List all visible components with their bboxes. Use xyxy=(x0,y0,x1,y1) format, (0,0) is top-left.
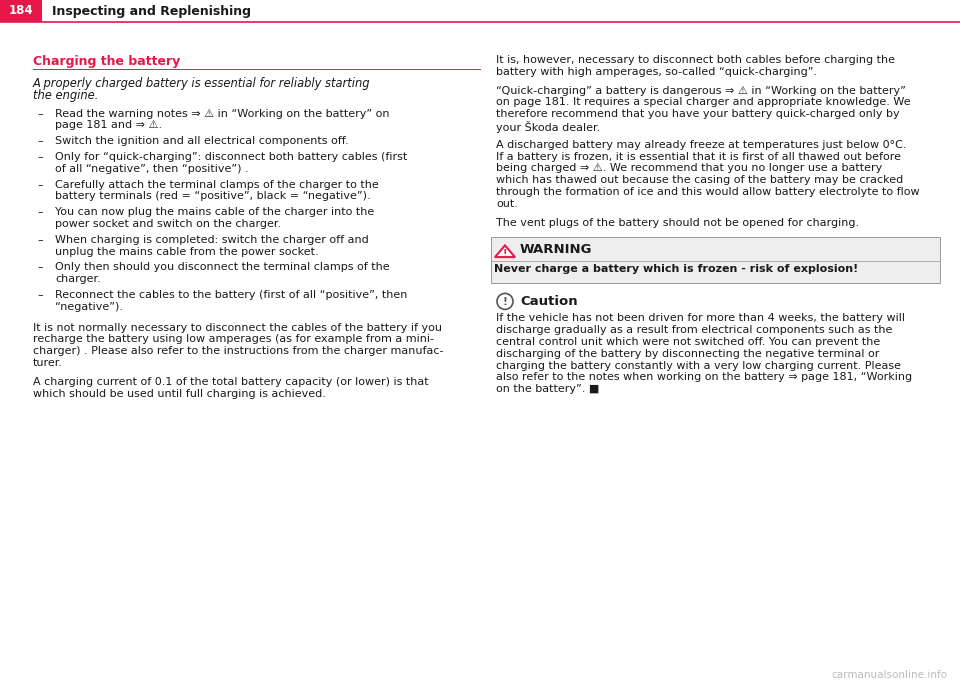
Text: which should be used until full charging is achieved.: which should be used until full charging… xyxy=(33,388,325,399)
Text: A properly charged battery is essential for reliably starting: A properly charged battery is essential … xyxy=(33,77,371,90)
Text: battery with high amperages, so-called “quick-charging”.: battery with high amperages, so-called “… xyxy=(496,67,817,77)
Text: –: – xyxy=(37,137,42,146)
Text: discharge gradually as a result from electrical components such as the: discharge gradually as a result from ele… xyxy=(496,325,893,335)
Text: Never charge a battery which is frozen - risk of explosion!: Never charge a battery which is frozen -… xyxy=(494,264,858,274)
Text: charger) . Please also refer to the instructions from the charger manufac-: charger) . Please also refer to the inst… xyxy=(33,346,444,356)
Text: through the formation of ice and this would allow battery electrolyte to flow: through the formation of ice and this wo… xyxy=(496,187,920,197)
Text: –: – xyxy=(37,108,42,119)
Text: unplug the mains cable from the power socket.: unplug the mains cable from the power so… xyxy=(55,246,319,257)
Text: Read the warning notes ⇒ ⚠ in “Working on the battery” on: Read the warning notes ⇒ ⚠ in “Working o… xyxy=(55,108,390,119)
Text: Charging the battery: Charging the battery xyxy=(33,55,180,68)
Text: A discharged battery may already freeze at temperatures just below 0°C.: A discharged battery may already freeze … xyxy=(496,140,906,150)
Text: It is, however, necessary to disconnect both cables before charging the: It is, however, necessary to disconnect … xyxy=(496,55,895,65)
Text: “negative”).: “negative”). xyxy=(55,302,123,312)
Text: battery terminals (red = “positive”, black = “negative”).: battery terminals (red = “positive”, bla… xyxy=(55,191,371,202)
Text: of all “negative”, then “positive”) .: of all “negative”, then “positive”) . xyxy=(55,164,249,174)
Text: The vent plugs of the battery should not be opened for charging.: The vent plugs of the battery should not… xyxy=(496,217,859,228)
Text: on page 181. It requires a special charger and appropriate knowledge. We: on page 181. It requires a special charg… xyxy=(496,97,911,108)
Text: also refer to the notes when working on the battery ⇒ page 181, “Working: also refer to the notes when working on … xyxy=(496,372,912,382)
Text: recharge the battery using low amperages (as for example from a ​mini-: recharge the battery using low amperages… xyxy=(33,334,434,344)
FancyBboxPatch shape xyxy=(491,237,940,283)
Text: –: – xyxy=(37,235,42,245)
Text: A charging current of 0.1 of the total battery capacity (or lower) is that: A charging current of 0.1 of the total b… xyxy=(33,377,428,387)
Text: Switch the ignition and all electrical components off.: Switch the ignition and all electrical c… xyxy=(55,137,348,146)
Text: Caution: Caution xyxy=(520,296,578,309)
Text: central control unit which were not switched off. You can prevent the: central control unit which were not swit… xyxy=(496,337,880,347)
Text: If the vehicle has not been driven for more than 4 weeks, the battery will: If the vehicle has not been driven for m… xyxy=(496,314,905,323)
Polygon shape xyxy=(495,246,515,257)
Text: charging the battery constantly with a very low charging current. Please: charging the battery constantly with a v… xyxy=(496,361,901,370)
Text: Only then should you disconnect the terminal clamps of the: Only then should you disconnect the term… xyxy=(55,263,390,272)
Text: !: ! xyxy=(503,298,508,307)
Text: “Quick-charging” a battery is dangerous ⇒ ⚠ in “Working on the battery”: “Quick-charging” a battery is dangerous … xyxy=(496,86,906,95)
Text: page 181 and ⇒ ⚠.: page 181 and ⇒ ⚠. xyxy=(55,121,162,130)
Text: therefore recommend that you have your battery quick-charged only by: therefore recommend that you have your b… xyxy=(496,109,900,119)
Text: your Škoda dealer.: your Škoda dealer. xyxy=(496,121,600,133)
Text: When charging is completed: switch the charger off and: When charging is completed: switch the c… xyxy=(55,235,369,245)
Text: –: – xyxy=(37,180,42,189)
Text: power socket and switch on the charger.: power socket and switch on the charger. xyxy=(55,219,281,229)
Text: Carefully attach the terminal clamps of the charger to the: Carefully attach the terminal clamps of … xyxy=(55,180,379,189)
Text: 184: 184 xyxy=(9,5,34,18)
Text: on the battery”. ■: on the battery”. ■ xyxy=(496,384,599,394)
Text: –: – xyxy=(37,263,42,272)
Text: being charged ⇒ ⚠. We recommend that you no longer use a battery: being charged ⇒ ⚠. We recommend that you… xyxy=(496,163,882,174)
Text: Reconnect the cables to the battery (first of all “positive”, then: Reconnect the cables to the battery (fir… xyxy=(55,290,407,300)
Text: Inspecting and Replenishing: Inspecting and Replenishing xyxy=(52,5,251,18)
Text: carmanualsonline.info: carmanualsonline.info xyxy=(832,670,948,680)
Text: charger.: charger. xyxy=(55,274,101,284)
Text: which has thawed out because the casing of the battery may be cracked: which has thawed out because the casing … xyxy=(496,175,903,185)
Text: –: – xyxy=(37,207,42,217)
FancyBboxPatch shape xyxy=(0,0,42,22)
Text: –: – xyxy=(37,290,42,300)
Text: Only for “quick-charging”: disconnect both battery cables (first: Only for “quick-charging”: disconnect bo… xyxy=(55,152,407,162)
Text: discharging of the battery by disconnecting the negative terminal or: discharging of the battery by disconnect… xyxy=(496,348,879,359)
Text: the engine.: the engine. xyxy=(33,88,98,102)
Text: out.: out. xyxy=(496,199,517,209)
Text: turer.: turer. xyxy=(33,358,63,368)
Text: WARNING: WARNING xyxy=(520,244,592,257)
Text: !: ! xyxy=(503,249,507,259)
Text: You can now plug the mains cable of the charger into the: You can now plug the mains cable of the … xyxy=(55,207,374,217)
Text: –: – xyxy=(37,152,42,162)
Text: It is not normally necessary to disconnect the cables of the battery if you: It is not normally necessary to disconne… xyxy=(33,322,442,333)
Text: If a battery is frozen, it is essential that it is first of all thawed out befor: If a battery is frozen, it is essential … xyxy=(496,152,901,162)
